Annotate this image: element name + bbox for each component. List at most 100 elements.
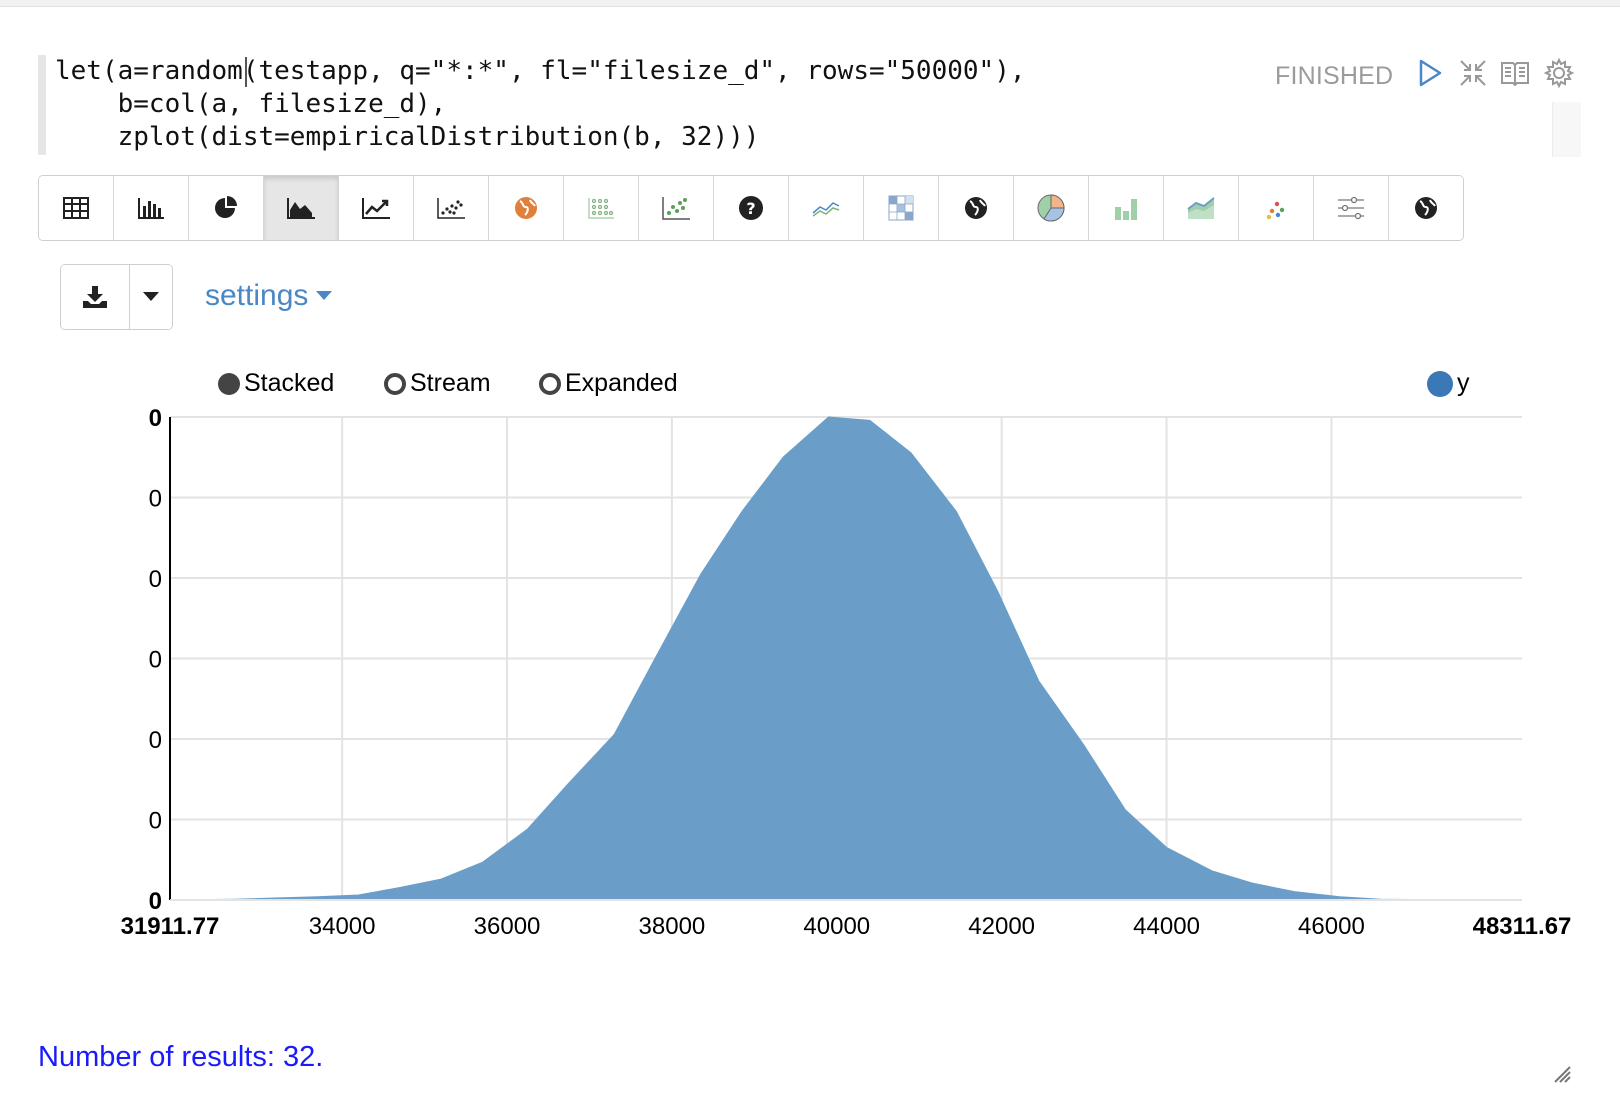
settings-label: settings bbox=[205, 279, 309, 312]
x-tick-label: 31911.77 bbox=[121, 913, 220, 940]
editor-gutter bbox=[38, 55, 46, 155]
x-tick-label: 44000 bbox=[1133, 913, 1200, 940]
line-chart-icon bbox=[362, 198, 390, 219]
radio-expanded[interactable] bbox=[539, 372, 561, 395]
y-tick-label: 0 bbox=[149, 405, 162, 432]
globe-orange-icon bbox=[515, 197, 537, 219]
area-series-y bbox=[169, 416, 1522, 901]
code-line-1[interactable]: let(a=random(testapp, q="*:*", fl="files… bbox=[55, 56, 1026, 86]
data-point bbox=[700, 574, 701, 575]
paragraph-status: FINISHED bbox=[1275, 62, 1394, 90]
mode-expanded[interactable]: Expanded bbox=[539, 369, 678, 398]
download-icon bbox=[83, 286, 107, 308]
y-tick-label: 0 bbox=[149, 486, 162, 513]
dot-grid-icon bbox=[588, 198, 614, 219]
viz-bar-button[interactable] bbox=[114, 176, 189, 240]
run-button[interactable] bbox=[1412, 55, 1448, 91]
data-point bbox=[482, 862, 483, 863]
mode-stacked[interactable]: Stacked bbox=[218, 369, 334, 398]
chart-series bbox=[169, 416, 1522, 901]
viz-area-button[interactable] bbox=[264, 176, 339, 240]
x-tick-label: 34000 bbox=[309, 913, 376, 940]
area-color-icon bbox=[1187, 197, 1215, 219]
x-tick-label: 38000 bbox=[639, 913, 706, 940]
legend-series-label: y bbox=[1457, 369, 1470, 397]
radio-stacked[interactable] bbox=[218, 372, 240, 395]
radio-stream[interactable] bbox=[384, 372, 406, 395]
data-point bbox=[1166, 847, 1167, 848]
legend-series-y[interactable]: y bbox=[1427, 369, 1470, 398]
mode-stream[interactable]: Stream bbox=[384, 369, 491, 398]
viz-line-button[interactable] bbox=[339, 176, 414, 240]
text-cursor bbox=[245, 57, 247, 87]
data-point bbox=[911, 452, 912, 453]
notebook-paragraph: let(a=random(testapp, q="*:*", fl="files… bbox=[0, 7, 1620, 1104]
resize-handle-icon[interactable] bbox=[1553, 1065, 1571, 1083]
data-point bbox=[1211, 870, 1212, 871]
area-chart-icon bbox=[287, 198, 315, 219]
results-count: Number of results: 32. bbox=[38, 1041, 324, 1073]
code-editor[interactable]: let(a=random(testapp, q="*:*", fl="files… bbox=[55, 55, 1026, 154]
viz-globe-button[interactable] bbox=[939, 176, 1014, 240]
scatter-plot-icon bbox=[662, 197, 690, 220]
data-point bbox=[869, 420, 870, 421]
data-point bbox=[614, 734, 615, 735]
bubble-icon bbox=[1266, 201, 1285, 220]
scatter-chart-icon bbox=[437, 198, 465, 219]
collapse-icon bbox=[1460, 60, 1486, 86]
data-point bbox=[399, 887, 400, 888]
x-tick-label: 40000 bbox=[803, 913, 870, 940]
globe-dark-icon bbox=[1415, 197, 1437, 219]
y-tick-label: 0 bbox=[149, 808, 162, 835]
collapse-button[interactable] bbox=[1455, 55, 1491, 91]
mode-stream-label: Stream bbox=[410, 369, 491, 397]
data-point bbox=[441, 879, 442, 880]
run-icon bbox=[1419, 59, 1442, 87]
viz-globe-orange-button[interactable] bbox=[489, 176, 564, 240]
question-icon: ? bbox=[739, 196, 763, 220]
data-point bbox=[527, 829, 528, 830]
download-button[interactable] bbox=[61, 265, 129, 329]
viz-multi-line-button[interactable] bbox=[789, 176, 864, 240]
multi-line-icon bbox=[812, 202, 840, 217]
pie-chart-icon bbox=[215, 196, 237, 218]
viz-pie-color-button[interactable] bbox=[1014, 176, 1089, 240]
bar-chart-icon bbox=[138, 198, 164, 219]
y-tick-label: 0 bbox=[149, 727, 162, 754]
viz-scatter-plot-button[interactable] bbox=[639, 176, 714, 240]
editor-scrollbar[interactable] bbox=[1552, 102, 1581, 157]
code-line-2[interactable]: b=col(a, filesize_d), bbox=[55, 89, 447, 119]
viz-dot-grid-button[interactable] bbox=[564, 176, 639, 240]
viz-globe-dark-button[interactable] bbox=[1389, 176, 1463, 240]
data-point bbox=[358, 895, 359, 896]
data-point bbox=[317, 896, 318, 897]
mode-stacked-label: Stacked bbox=[244, 369, 335, 397]
viz-help-button[interactable]: ? bbox=[714, 176, 789, 240]
viz-table-button[interactable] bbox=[39, 176, 114, 240]
data-point bbox=[1253, 883, 1254, 884]
heatmap-icon bbox=[888, 195, 914, 221]
book-icon bbox=[1501, 62, 1529, 87]
viz-bar-green-button[interactable] bbox=[1089, 176, 1164, 240]
mode-expanded-label: Expanded bbox=[565, 369, 678, 397]
data-point bbox=[828, 417, 829, 418]
viz-area-color-button[interactable] bbox=[1164, 176, 1239, 240]
viz-pie-button[interactable] bbox=[189, 176, 264, 240]
settings-dropdown[interactable]: settings bbox=[205, 279, 333, 313]
viz-heatmap-button[interactable] bbox=[864, 176, 939, 240]
viz-bubble-button[interactable] bbox=[1239, 176, 1314, 240]
download-dropdown-button[interactable] bbox=[129, 265, 172, 329]
globe-icon bbox=[965, 197, 987, 219]
data-point bbox=[655, 657, 656, 658]
viz-sliders-button[interactable] bbox=[1314, 176, 1389, 240]
data-point bbox=[1125, 809, 1126, 810]
data-point bbox=[1339, 896, 1340, 897]
caret-down-icon bbox=[316, 291, 333, 300]
viz-scatter-button[interactable] bbox=[414, 176, 489, 240]
data-point bbox=[568, 783, 569, 784]
settings-gear-button[interactable] bbox=[1541, 55, 1577, 91]
book-button[interactable] bbox=[1497, 55, 1533, 91]
code-line-3[interactable]: zplot(dist=empiricalDistribution(b, 32))… bbox=[55, 122, 760, 152]
